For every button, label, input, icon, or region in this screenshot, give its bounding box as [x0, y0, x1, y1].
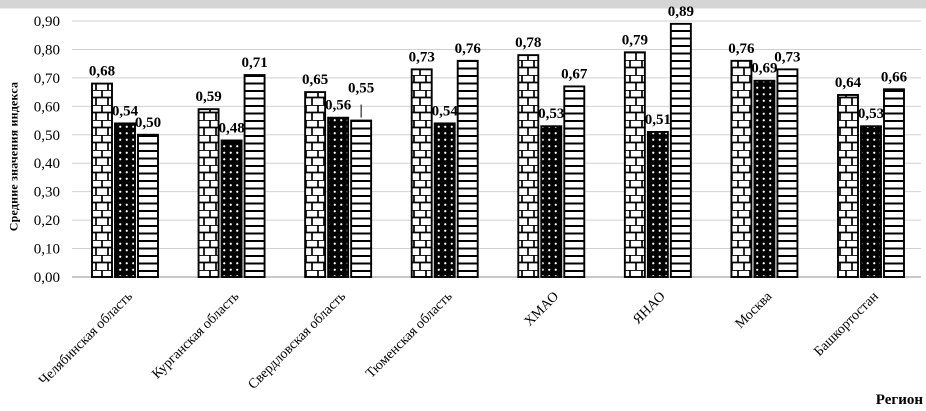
data-label: 0,50	[135, 115, 161, 131]
bar-black-dotted-bars	[860, 125, 882, 278]
data-label: 0,73	[409, 49, 435, 65]
data-label: 0,78	[515, 35, 541, 51]
bar-horizontal-stripe-bars	[243, 74, 266, 278]
bar-black-dotted-bars	[753, 79, 776, 278]
data-label: 0,67	[561, 66, 588, 82]
y-tick-label: 0,30	[34, 185, 60, 201]
bar-brick-pattern-bars	[837, 94, 859, 278]
bar-brick-pattern-bars	[517, 54, 540, 278]
x-category-label: Башкортостан	[812, 289, 883, 360]
data-label: 0,66	[881, 69, 908, 85]
y-tick-label: 0,20	[34, 213, 60, 229]
y-tick-label: 0,70	[34, 71, 60, 87]
data-label: 0,79	[622, 32, 648, 48]
data-label: 0,65	[302, 72, 328, 88]
x-category-label: Свердловская область	[246, 289, 349, 392]
bar-horizontal-stripe-bars	[883, 88, 905, 278]
bar-horizontal-stripe-bars	[563, 85, 586, 278]
bar-black-dotted-bars	[646, 130, 669, 278]
bar-horizontal-stripe-bars	[456, 59, 479, 278]
data-label: 0,53	[858, 106, 884, 122]
y-tick-label: 0,00	[34, 270, 60, 286]
bar-brick-pattern-bars	[410, 68, 433, 278]
bar-black-dotted-bars	[114, 122, 136, 278]
window-edge-strip	[0, 0, 926, 9]
data-label: 0,89	[668, 4, 694, 20]
y-tick-label: 0,50	[34, 128, 60, 144]
y-tick-label: 0,10	[34, 242, 60, 258]
bar-black-dotted-bars	[327, 116, 350, 278]
y-tick-label: 0,80	[34, 42, 60, 58]
data-label: 0,55	[348, 81, 374, 97]
data-label: 0,76	[728, 41, 755, 57]
data-label: 0,48	[218, 120, 244, 136]
data-label: 0,53	[538, 106, 564, 122]
data-label: 0,68	[89, 64, 115, 80]
y-tick-label: 0,60	[34, 99, 60, 115]
data-label: 0,59	[195, 89, 221, 105]
y-tick-label: 0,40	[34, 156, 60, 172]
x-category-label: Тюменская область	[363, 289, 455, 381]
y-tick-label: 0,90	[34, 14, 60, 30]
bar-brick-pattern-bars	[623, 51, 646, 278]
bar-horizontal-stripe-bars	[669, 22, 692, 278]
x-category-label: Москва	[733, 289, 776, 332]
bar-horizontal-stripe-bars	[137, 133, 159, 278]
x-category-label: Курганская область	[149, 289, 242, 382]
bar-black-dotted-bars	[540, 125, 563, 278]
bar-brick-pattern-bars	[304, 91, 327, 278]
bar-horizontal-stripe-bars	[350, 119, 373, 278]
data-label: 0,54	[432, 103, 459, 119]
data-label: 0,76	[455, 41, 482, 57]
data-label: 0,73	[774, 49, 800, 65]
bar-brick-pattern-bars	[197, 108, 220, 278]
x-category-label: Челябинская область	[36, 289, 135, 388]
data-label: 0,56	[325, 98, 352, 114]
x-category-label: ХМАО	[522, 289, 562, 329]
bar-brick-pattern-bars	[91, 82, 113, 278]
data-label: 0,64	[835, 75, 862, 91]
bar-black-dotted-bars	[220, 139, 243, 278]
data-label: 0,69	[751, 61, 777, 77]
data-label: 0,54	[112, 103, 139, 119]
bar-horizontal-stripe-bars	[776, 68, 799, 278]
data-label: 0,71	[241, 55, 267, 71]
x-axis-title: Регион	[875, 392, 923, 408]
x-category-label: ЯНАО	[631, 289, 669, 327]
bar-black-dotted-bars	[433, 122, 456, 278]
y-axis-title: Средние значения индекса	[6, 81, 21, 232]
bar-brick-pattern-bars	[730, 59, 753, 278]
data-label: 0,51	[645, 112, 671, 128]
